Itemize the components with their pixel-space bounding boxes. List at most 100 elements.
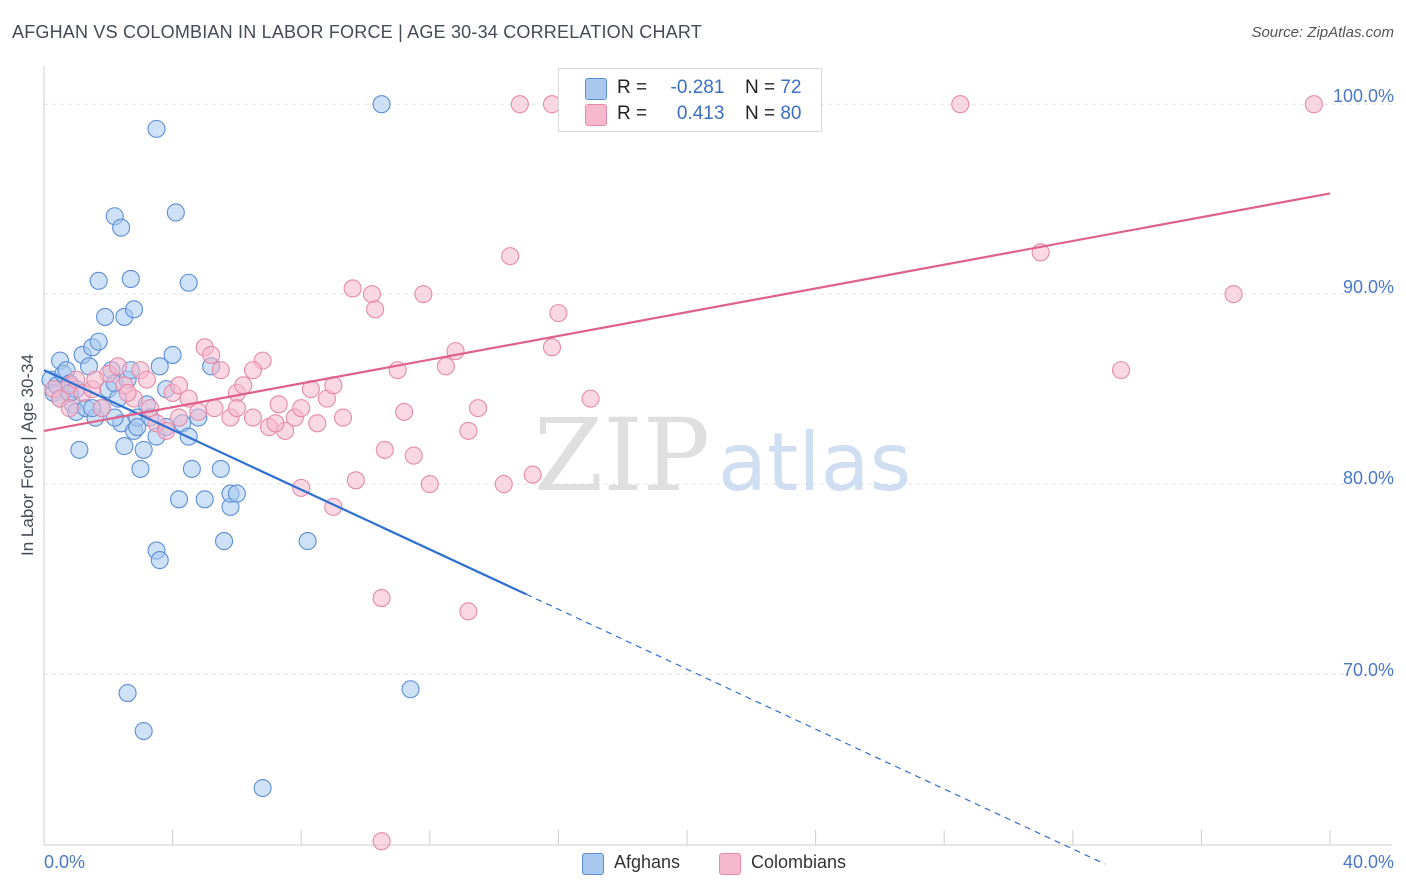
data-point — [112, 218, 131, 237]
data-point — [169, 376, 189, 395]
data-point — [150, 551, 169, 570]
data-point — [1111, 361, 1131, 380]
y-tick-label-70: 70.0% — [1342, 660, 1394, 680]
colombians-trend-line — [43, 192, 1331, 432]
data-point — [333, 408, 353, 427]
y-tick-label-100: 100.0% — [1332, 86, 1394, 106]
data-point — [189, 402, 208, 421]
data-point — [169, 490, 189, 509]
legend-row-colombians: R = 0.413 N = 80 — [617, 103, 801, 125]
data-point — [147, 119, 166, 138]
data-point — [951, 95, 970, 114]
watermark: ZIP atlas — [534, 397, 912, 514]
data-point — [501, 247, 520, 266]
data-point — [542, 338, 562, 357]
r-label: R = — [617, 103, 648, 124]
data-point — [420, 475, 439, 494]
data-point — [266, 414, 285, 433]
data-point — [182, 459, 201, 478]
data-point — [86, 370, 105, 389]
data-point — [60, 399, 79, 418]
data-point — [234, 376, 253, 395]
x-tick-label-min: 0.0% — [44, 852, 86, 872]
legend-row-afghans: R = -0.281 N = 72 — [617, 77, 801, 99]
data-point — [401, 680, 420, 699]
data-point — [128, 418, 147, 437]
data-point — [163, 345, 182, 364]
afghans-series — [41, 95, 420, 798]
data-point — [70, 440, 89, 459]
data-point — [459, 602, 478, 621]
data-point — [372, 95, 391, 114]
data-point — [205, 399, 224, 418]
chart-title: AFGHAN VS COLOMBIAN IN LABOR FORCE | AGE… — [12, 22, 702, 42]
data-point — [96, 307, 115, 326]
data-point — [1304, 95, 1323, 114]
data-point — [166, 203, 185, 222]
data-point — [404, 446, 423, 465]
data-point — [366, 300, 385, 319]
data-point — [298, 532, 317, 551]
data-point — [269, 395, 288, 414]
data-point — [372, 589, 391, 608]
data-point — [89, 332, 108, 351]
colombians-legend-label: Colombians — [751, 852, 847, 872]
data-point — [510, 95, 529, 114]
data-point — [115, 437, 134, 456]
data-point — [362, 285, 381, 304]
y-tick-label-80: 80.0% — [1342, 468, 1394, 488]
data-point — [214, 532, 234, 551]
data-point — [395, 402, 414, 421]
data-point — [108, 357, 127, 376]
data-point — [118, 383, 137, 402]
x-tick-label-max: 40.0% — [1342, 852, 1394, 872]
watermark-zip: ZIP — [534, 397, 710, 514]
data-point — [124, 300, 144, 319]
n-value: 80 — [780, 103, 802, 124]
n-value: 72 — [780, 77, 802, 98]
data-point — [211, 361, 230, 380]
afghans-trend-extension — [525, 593, 1106, 865]
axes — [43, 66, 1392, 846]
n-label: N = — [744, 103, 776, 124]
data-point — [141, 399, 160, 418]
afghans-legend-label: Afghans — [614, 852, 681, 872]
data-point — [169, 408, 189, 427]
data-point — [121, 269, 140, 288]
source-label: Source: ZipAtlas.com — [1251, 24, 1394, 41]
data-point — [179, 273, 198, 292]
trend-lines — [43, 192, 1331, 865]
data-point — [243, 408, 263, 427]
afghans-bottom-swatch — [582, 853, 604, 875]
colombians-legend-swatch — [585, 104, 607, 126]
data-point — [137, 370, 156, 389]
data-point — [308, 414, 327, 433]
data-point — [372, 832, 391, 851]
y-axis-label: In Labor Force | Age 30-34 — [18, 354, 37, 556]
data-point — [211, 459, 230, 478]
data-point — [581, 389, 600, 408]
afghans-trend-line — [43, 369, 527, 596]
data-point — [459, 421, 478, 440]
data-point — [414, 285, 433, 304]
data-point — [131, 459, 150, 478]
data-point — [436, 357, 455, 376]
data-point — [134, 440, 153, 459]
data-point — [523, 465, 542, 484]
data-point — [343, 279, 362, 298]
data-point — [227, 484, 246, 503]
data-point — [202, 345, 221, 364]
data-point — [468, 399, 488, 418]
correlation-legend: R = -0.281 N = 72 R = 0.413 N = 80 — [558, 68, 822, 132]
data-point — [195, 490, 214, 509]
watermark-atlas: atlas — [718, 416, 911, 509]
afghans-legend-swatch — [585, 78, 607, 100]
data-point — [150, 357, 169, 376]
r-value: 0.413 — [676, 103, 725, 124]
data-point — [243, 361, 263, 380]
data-point — [549, 304, 568, 323]
r-value: -0.281 — [670, 77, 725, 98]
data-point — [346, 471, 365, 490]
y-tick-label-90: 90.0% — [1342, 277, 1394, 297]
n-label: N = — [744, 77, 776, 98]
